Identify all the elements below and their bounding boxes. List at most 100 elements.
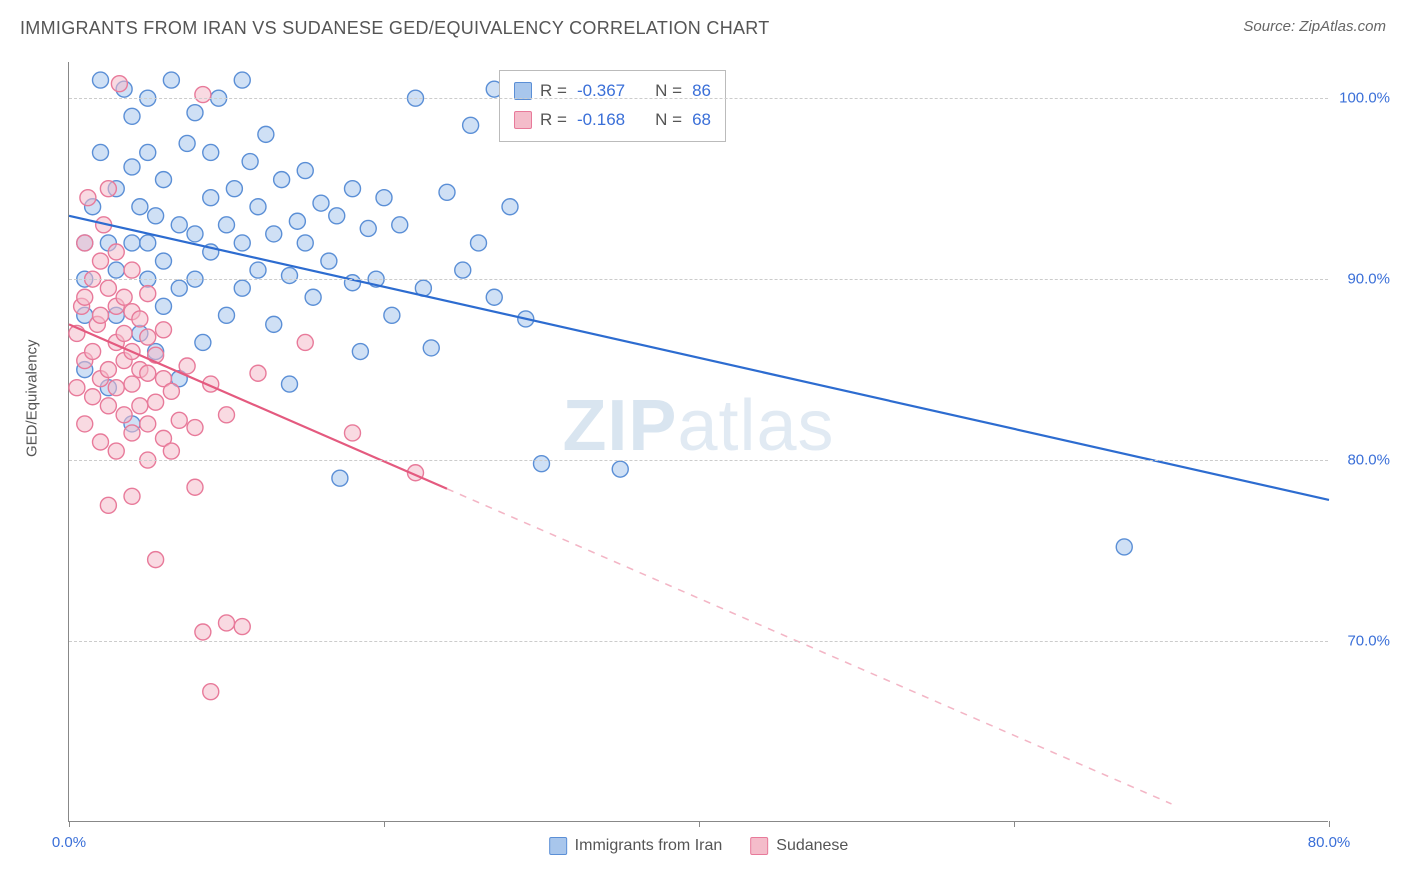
data-point (108, 244, 124, 260)
data-point (226, 181, 242, 197)
data-point (250, 365, 266, 381)
data-point (124, 108, 140, 124)
x-tick-label: 0.0% (52, 834, 86, 851)
data-point (140, 286, 156, 302)
n-value: 68 (692, 106, 711, 135)
y-tick-label: 80.0% (1332, 452, 1390, 469)
data-point (305, 289, 321, 305)
gridline-h (69, 641, 1328, 642)
data-point (250, 262, 266, 278)
data-point (463, 117, 479, 133)
data-point (100, 497, 116, 513)
r-value: -0.168 (577, 106, 625, 135)
data-point (156, 298, 172, 314)
data-point (108, 380, 124, 396)
data-point (93, 72, 109, 88)
data-point (187, 105, 203, 121)
data-point (332, 470, 348, 486)
data-point (179, 358, 195, 374)
data-point (100, 181, 116, 197)
legend-series-name: Immigrants from Iran (575, 837, 723, 855)
r-value: -0.367 (577, 77, 625, 106)
legend-item: Sudanese (750, 837, 848, 855)
data-point (132, 311, 148, 327)
data-point (282, 376, 298, 392)
legend-stat-row: R =-0.168N =68 (514, 106, 711, 135)
data-point (124, 235, 140, 251)
x-tick (699, 821, 700, 827)
x-tick-label: 80.0% (1308, 834, 1351, 851)
data-point (156, 253, 172, 269)
data-point (234, 72, 250, 88)
data-point (124, 262, 140, 278)
data-point (203, 190, 219, 206)
legend-swatch (549, 837, 567, 855)
data-point (85, 389, 101, 405)
data-point (274, 172, 290, 188)
data-point (219, 615, 235, 631)
x-tick (1329, 821, 1330, 827)
data-point (140, 144, 156, 160)
trend-line-dashed (447, 489, 1172, 804)
data-point (187, 420, 203, 436)
data-point (392, 217, 408, 233)
data-point (1116, 539, 1132, 555)
data-point (486, 289, 502, 305)
plot-svg (69, 62, 1328, 821)
data-point (100, 362, 116, 378)
n-value: 86 (692, 77, 711, 106)
data-point (140, 365, 156, 381)
source-citation: Source: ZipAtlas.com (1243, 18, 1386, 36)
series-legend: Immigrants from Iran Sudanese (549, 837, 849, 855)
data-point (321, 253, 337, 269)
data-point (116, 289, 132, 305)
r-label: R = (540, 106, 567, 135)
data-point (242, 154, 258, 170)
data-point (156, 322, 172, 338)
data-point (187, 479, 203, 495)
data-point (234, 619, 250, 635)
data-point (203, 684, 219, 700)
source-prefix: Source: (1243, 18, 1299, 35)
data-point (111, 76, 127, 92)
data-point (345, 181, 361, 197)
data-point (439, 184, 455, 200)
data-point (345, 425, 361, 441)
data-point (297, 334, 313, 350)
data-point (116, 325, 132, 341)
data-point (297, 235, 313, 251)
data-point (219, 307, 235, 323)
data-point (345, 275, 361, 291)
data-point (156, 172, 172, 188)
data-point (313, 195, 329, 211)
data-point (534, 456, 550, 472)
x-tick (1014, 821, 1015, 827)
data-point (266, 226, 282, 242)
legend-stat-row: R =-0.367N =86 (514, 77, 711, 106)
x-tick (384, 821, 385, 827)
data-point (179, 135, 195, 151)
data-point (140, 416, 156, 432)
data-point (329, 208, 345, 224)
data-point (219, 407, 235, 423)
data-point (250, 199, 266, 215)
y-tick-label: 90.0% (1332, 271, 1390, 288)
data-point (80, 190, 96, 206)
chart-container: GED/Equivalency ZIPatlas R =-0.367N =86R… (20, 52, 1386, 862)
data-point (163, 72, 179, 88)
data-point (93, 307, 109, 323)
data-point (258, 126, 274, 142)
gridline-h (69, 460, 1328, 461)
data-point (100, 398, 116, 414)
data-point (352, 344, 368, 360)
data-point (140, 329, 156, 345)
y-tick-label: 100.0% (1332, 90, 1390, 107)
r-label: R = (540, 77, 567, 106)
data-point (203, 144, 219, 160)
data-point (455, 262, 471, 278)
data-point (77, 416, 93, 432)
data-point (140, 235, 156, 251)
data-point (376, 190, 392, 206)
chart-title: IMMIGRANTS FROM IRAN VS SUDANESE GED/EQU… (20, 18, 770, 39)
data-point (282, 268, 298, 284)
